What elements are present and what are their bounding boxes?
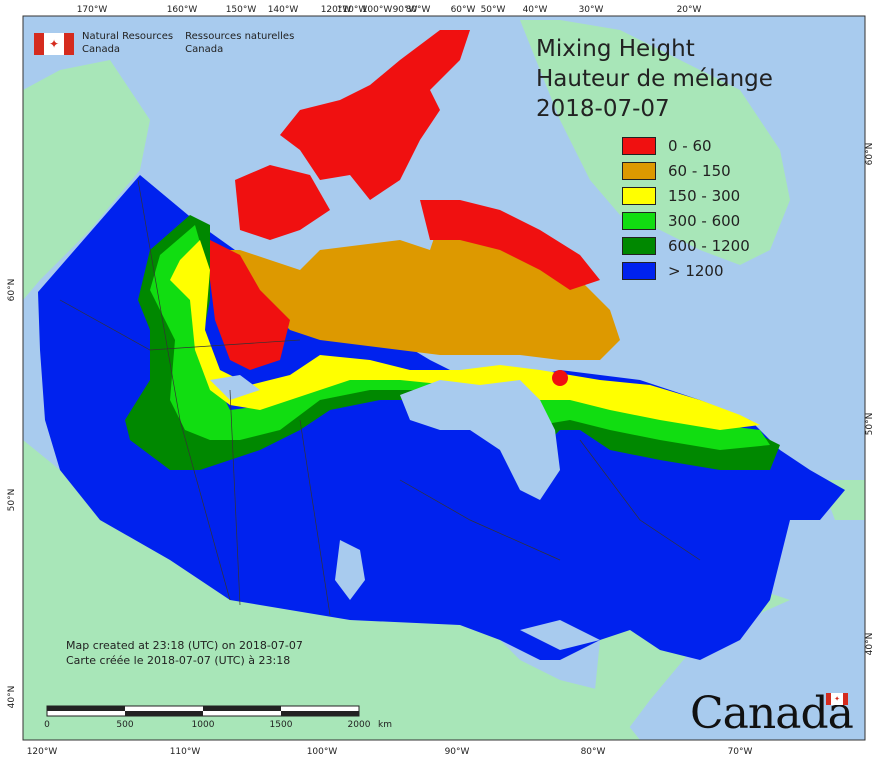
tick-label-bottom: 110°W xyxy=(170,747,201,757)
agency-fr-line2: Canada xyxy=(185,44,224,55)
legend-label: 60 - 150 xyxy=(668,161,731,180)
tick-label-top: 50°W xyxy=(481,5,506,15)
tick-label-right: 50°N xyxy=(865,413,875,436)
right-tick-labels: 60°N 50°N 40°N xyxy=(865,143,875,656)
tick-label-right: 40°N xyxy=(865,633,875,656)
lakes xyxy=(210,375,600,650)
scale-label: 500 xyxy=(116,720,133,730)
tick-label-top: 60°W xyxy=(451,5,476,15)
agency-en-line1: Natural Resources xyxy=(82,31,174,42)
tick-label-top: 30°W xyxy=(579,5,604,15)
tick-label-bottom: 80°W xyxy=(581,747,606,757)
tick-label-bottom: 90°W xyxy=(445,747,470,757)
tick-label-top: 90°W xyxy=(393,5,418,15)
scale-label: 0 xyxy=(44,720,50,730)
credit-fr: Carte créée le 2018-07-07 (UTC) à 23:18 xyxy=(66,654,291,667)
legend-label: 600 - 1200 xyxy=(668,236,750,255)
legend-swatch xyxy=(622,236,656,255)
tick-label-top: 100°W xyxy=(362,5,393,15)
tick-label-top: 40°W xyxy=(523,5,548,15)
legend-label: > 1200 xyxy=(668,261,724,280)
legend-label: 300 - 600 xyxy=(668,211,741,230)
tick-label-top: 120°W xyxy=(321,5,352,15)
agency-signature: ✦ Natural Resources Canada Ressources na… xyxy=(34,30,294,56)
tick-label-top: 150°W xyxy=(226,5,257,15)
agency-fr-line1: Ressources naturelles xyxy=(185,31,295,42)
tick-label-top: 170°W xyxy=(77,5,108,15)
left-tick-labels: 60°N 50°N 40°N xyxy=(7,279,17,709)
tick-label-right: 60°N xyxy=(865,143,875,166)
scale-label: 1000 xyxy=(192,720,215,730)
tick-label-left: 50°N xyxy=(7,489,17,512)
credit-en: Map created at 23:18 (UTC) on 2018-07-07 xyxy=(66,639,303,652)
legend-label: 0 - 60 xyxy=(668,136,712,155)
scale-unit: km xyxy=(378,720,392,730)
legend-swatch xyxy=(622,211,656,230)
tick-label-top: 110°W xyxy=(337,5,368,15)
legend-swatch xyxy=(622,186,656,205)
province-borders xyxy=(59,179,701,616)
legend: 0 - 60 60 - 150 150 - 300 300 - 600 600 … xyxy=(622,133,750,283)
tick-label-top: 80°W xyxy=(406,5,431,15)
tick-label-top: 160°W xyxy=(167,5,198,15)
map-credit: Map created at 23:18 (UTC) on 2018-07-07… xyxy=(66,638,303,668)
tick-label-bottom: 100°W xyxy=(307,747,338,757)
map-border xyxy=(22,15,866,741)
legend-item: 300 - 600 xyxy=(622,208,750,233)
legend-swatch xyxy=(622,261,656,280)
wordmark-flag-icon: ✦ xyxy=(826,693,848,705)
map-title-en: Mixing Height xyxy=(536,36,695,62)
legend-item: > 1200 xyxy=(622,258,750,283)
map-title-fr: Hauteur de mélange xyxy=(536,66,773,92)
tick-label-top: 20°W xyxy=(677,5,702,15)
bottom-tick-labels: 120°W 110°W 100°W 90°W 80°W 70°W xyxy=(27,747,753,757)
legend-item: 600 - 1200 xyxy=(622,233,750,258)
legend-item: 0 - 60 xyxy=(622,133,750,158)
map-date: 2018-07-07 xyxy=(536,96,670,122)
region-0-60 xyxy=(210,30,600,386)
legend-label: 150 - 300 xyxy=(668,186,741,205)
agency-name-en: Natural Resources Canada xyxy=(82,30,173,56)
agency-name-fr: Ressources naturelles Canada xyxy=(185,30,294,56)
canada-flag-icon: ✦ xyxy=(34,33,74,55)
agency-en-line2: Canada xyxy=(82,44,121,55)
tick-label-bottom: 70°W xyxy=(728,747,753,757)
legend-swatch xyxy=(622,161,656,180)
legend-item: 60 - 150 xyxy=(622,158,750,183)
tick-label-bottom: 120°W xyxy=(27,747,58,757)
region-150-300 xyxy=(170,240,760,430)
legend-item: 150 - 300 xyxy=(622,183,750,208)
tick-label-left: 60°N xyxy=(7,279,17,302)
tick-label-left: 40°N xyxy=(7,686,17,709)
scale-bar: 0 500 1000 1500 2000 km xyxy=(44,705,392,730)
tick-label-top: 140°W xyxy=(268,5,299,15)
scale-label: 1500 xyxy=(270,720,293,730)
scale-label: 2000 xyxy=(348,720,371,730)
legend-swatch xyxy=(622,136,656,155)
top-tick-labels: 170°W 160°W 150°W 140°W 120°W 110°W 100°… xyxy=(77,5,702,15)
